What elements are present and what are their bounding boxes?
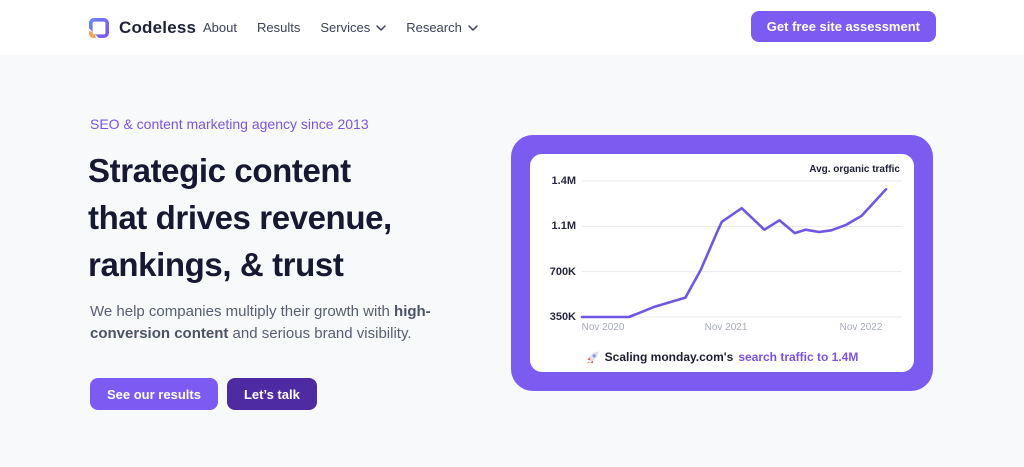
- get-free-site-assessment-button[interactable]: Get free site assessment: [750, 11, 936, 42]
- y-axis-tick: 350K: [549, 311, 576, 323]
- description-text: and serious brand visibility.: [228, 325, 412, 342]
- description-bold-text: high-conversion content: [90, 303, 431, 342]
- see-our-results-button[interactable]: See our results: [90, 378, 218, 410]
- nav-label: Research: [406, 20, 462, 35]
- hero-heading: Strategic content that drives revenue, r…: [88, 147, 392, 288]
- hero-eyebrow: SEO & content marketing agency since 201…: [90, 116, 369, 132]
- traffic-chart-panel: Avg. organic traffic 1.4M 1.1M 700K 350K…: [530, 154, 914, 372]
- y-axis-tick: 700K: [549, 266, 576, 278]
- rocket-icon: [586, 350, 600, 364]
- heading-line: Strategic content: [88, 152, 351, 189]
- hero-buttons: See our results Let’s talk: [90, 378, 317, 410]
- heading-line: that drives revenue,: [88, 199, 392, 236]
- nav-item-services[interactable]: Services: [320, 20, 386, 35]
- y-axis-tick: 1.1M: [551, 220, 576, 232]
- chevron-down-icon: [376, 24, 386, 31]
- caption-highlight-link[interactable]: search traffic to 1.4M: [738, 350, 859, 364]
- traffic-line-chart: [580, 180, 902, 319]
- description-text: We help companies multiply their growth …: [90, 303, 395, 320]
- header: Codeless About Results Services Research: [0, 0, 1024, 55]
- codeless-logo[interactable]: Codeless: [88, 0, 196, 55]
- chart-caption: Scaling monday.com's search traffic to 1…: [530, 350, 914, 364]
- nav-label: Services: [320, 20, 371, 35]
- nav-item-about[interactable]: About: [203, 20, 237, 35]
- hero-description: We help companies multiply their growth …: [90, 301, 442, 345]
- nav-label: Results: [256, 20, 301, 35]
- nav-item-research[interactable]: Research: [406, 20, 478, 35]
- codeless-logo-icon: [88, 17, 110, 39]
- traffic-chart-card: Avg. organic traffic 1.4M 1.1M 700K 350K…: [511, 135, 933, 391]
- chart-legend: Avg. organic traffic: [809, 164, 900, 175]
- heading-line: rankings, & trust: [88, 246, 344, 283]
- nav-item-results[interactable]: Results: [257, 20, 300, 35]
- y-axis-tick: 1.4M: [551, 175, 576, 187]
- lets-talk-button[interactable]: Let’s talk: [226, 378, 317, 410]
- x-axis-tick: Nov 2021: [704, 322, 748, 333]
- nav-label: About: [203, 20, 237, 35]
- logo-wordmark: Codeless: [119, 17, 197, 37]
- x-axis-tick: Nov 2022: [839, 322, 883, 333]
- main-nav: About Results Services Research: [203, 0, 478, 55]
- caption-text: Scaling monday.com's: [604, 350, 734, 364]
- x-axis-tick: Nov 2020: [581, 322, 625, 333]
- chevron-down-icon: [468, 24, 478, 31]
